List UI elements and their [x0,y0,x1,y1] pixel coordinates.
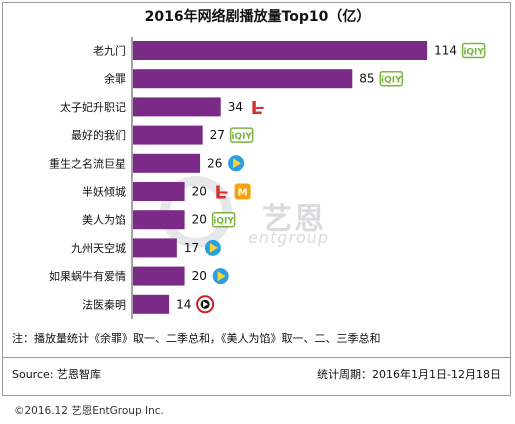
period-text: 统计周期：2016年1月1日-12月18日 [317,368,501,381]
chart-frame [2,2,511,396]
category-label: 如果蜗牛有爱情 [49,269,126,283]
svg-text:M: M [238,188,248,199]
bar [133,153,201,173]
tencent-icon [212,268,229,285]
bar [133,266,185,286]
category-label: 法医秦明 [82,297,126,311]
category-label: 余罪 [104,72,126,86]
tencent-icon [204,239,221,256]
value-label: 114 [434,44,457,58]
sohu-icon [196,295,215,314]
bar [133,210,185,230]
category-label: 半妖倾城 [82,185,126,199]
category-label: 太子妃升职记 [60,100,126,114]
letv-icon: L [215,183,228,204]
source-text: Source: 艺恩智库 [12,368,101,381]
category-label: 最好的我们 [71,128,126,142]
svg-text:iQIY: iQIY [463,48,484,58]
svg-text:iQIY: iQIY [381,76,402,86]
watermark-text: 艺恩 [262,202,326,237]
chart-note: 注：播放量统计《余罪》取一、二季总和，《美人为馅》取一、二、三季总和 [12,332,381,345]
value-label: 27 [210,128,225,142]
bar [133,182,185,201]
iqiyi-icon: iQIY [229,127,254,143]
bar [133,238,177,258]
value-label: 20 [192,269,207,283]
value-label: 85 [359,72,374,86]
category-label: 美人为馅 [82,213,126,227]
value-label: 34 [228,100,243,114]
tencent-icon [228,155,245,172]
bar [133,41,428,60]
value-label: 20 [192,213,207,227]
category-label: 老九门 [93,44,126,58]
svg-text:iQIY: iQIY [231,132,252,142]
value-label: 14 [176,297,191,311]
bar [133,125,203,145]
iqiyi-icon: iQIY [379,70,404,87]
iqiyi-icon: iQIY [461,42,486,59]
category-label: 重生之名流巨星 [49,156,126,170]
category-label: 九州天空城 [71,241,126,255]
letv-icon: L [251,98,264,119]
iqiyi-icon: iQIY [211,211,236,228]
bar [133,294,170,314]
value-label: 17 [184,241,199,255]
value-label: 20 [192,185,207,199]
watermark-subtext: entgroup [248,228,330,247]
copyright-text: ©2016.12 艺恩EntGroup Inc. [14,405,164,417]
chart-title: 2016年网络剧播放量Top10（亿） [144,9,371,25]
mango-icon: M [234,183,251,200]
value-label: 26 [207,156,222,170]
divider [2,357,511,358]
bar-chart: 老九门 114 iQIY 余罪 85 iQIY 太子妃升职记 34 L 最好的我们 27 iQIY 重生… [49,37,486,319]
bar [133,97,221,117]
svg-text:iQIY: iQIY [213,217,234,227]
bar [133,69,353,89]
